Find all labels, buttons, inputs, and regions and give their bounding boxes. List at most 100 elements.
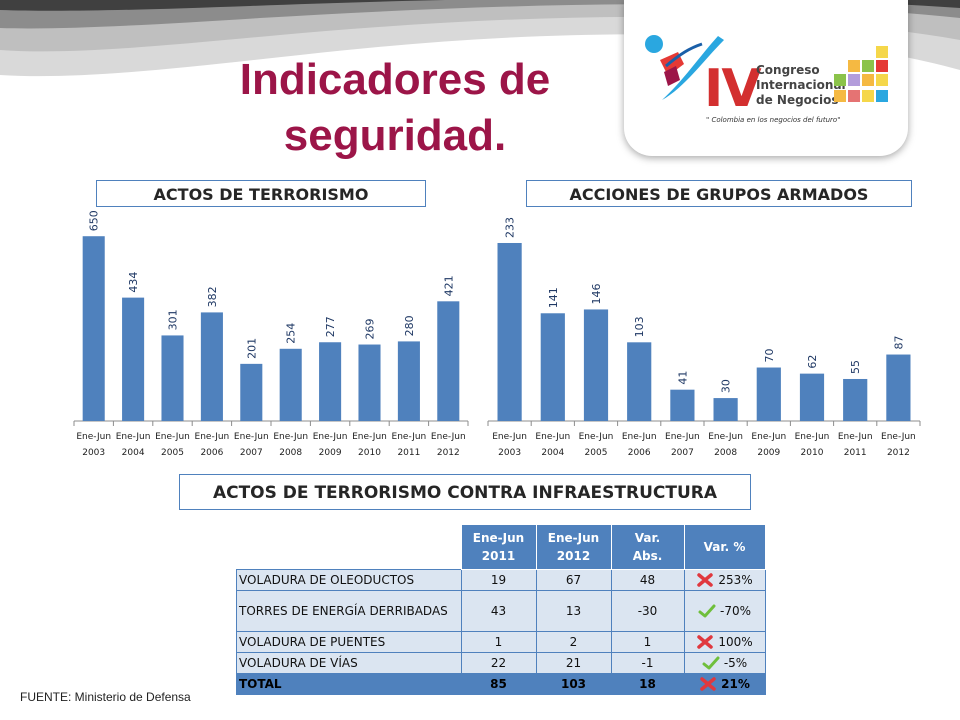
bar — [756, 367, 781, 421]
x-tick-label: 2011 — [397, 448, 420, 458]
infrastructure-table-body: VOLADURA DE OLEODUCTOS 19 67 48 253% TORRES D… — [236, 568, 766, 695]
logo-tagline: " Colombia en los negocios del futuro" — [706, 116, 840, 124]
x-tick-label: Ene-Jun — [392, 432, 427, 442]
x-tick-label: Ene-Jun — [76, 432, 111, 442]
col-header-2012-line1: Ene-Jun — [547, 530, 600, 545]
logo-line3: de Negocios — [756, 93, 839, 107]
logo-line1: Congreso — [756, 63, 820, 77]
red-cross-icon — [697, 572, 714, 587]
bar — [799, 373, 825, 421]
x-tick-label: Ene-Jun — [313, 432, 348, 442]
x-tick-label: Ene-Jun — [881, 432, 916, 442]
data-label: 103 — [633, 316, 646, 337]
bar — [122, 297, 145, 421]
data-label: 382 — [206, 286, 219, 307]
x-tick-label: 2006 — [200, 448, 223, 458]
row-category: VOLADURA DE VÍAS — [236, 651, 462, 674]
bar — [82, 236, 105, 421]
x-tick-label: Ene-Jun — [431, 432, 466, 442]
logo-line2: Internacional — [756, 78, 846, 92]
data-label: 41 — [676, 371, 689, 385]
table-row: VOLADURA DE PUENTES 1 2 1 100% — [236, 630, 766, 653]
col-header-abs-line1: Var. — [634, 530, 661, 545]
cell-v2012: 103 — [535, 672, 612, 695]
row-category: VOLADURA DE OLEODUCTOS — [236, 568, 462, 591]
cell-pct: -5% — [683, 651, 766, 674]
data-label: 62 — [806, 355, 819, 369]
source-note: FUENTE: Ministerio de Defensa — [20, 690, 191, 704]
data-label: 434 — [127, 272, 140, 293]
x-tick-label: Ene-Jun — [795, 432, 830, 442]
cell-pct: 100% — [683, 630, 766, 653]
x-tick-label: 2003 — [498, 448, 521, 458]
x-tick-label: Ene-Jun — [665, 432, 700, 442]
x-tick-label: 2007 — [240, 448, 263, 458]
pct-value: 100% — [718, 634, 753, 649]
x-tick-label: 2003 — [82, 448, 105, 458]
data-label: 55 — [849, 360, 862, 374]
cell-v2012: 21 — [535, 651, 612, 674]
x-tick-label: Ene-Jun — [708, 432, 743, 442]
data-label: 141 — [547, 287, 560, 308]
cell-v2012: 67 — [535, 568, 612, 591]
bar — [279, 348, 302, 421]
col-header-abs-line2: Abs. — [632, 548, 663, 563]
x-tick-label: 2005 — [585, 448, 608, 458]
data-label: 233 — [504, 217, 517, 238]
pct-wrap: 253% — [689, 573, 761, 587]
table-title: ACTOS DE TERRORISMO CONTRA INFRAESTRUCTU… — [179, 474, 751, 510]
bar — [397, 341, 420, 421]
bar — [627, 342, 652, 421]
pct-value: 253% — [718, 572, 753, 587]
col-header-2012-line2: 2012 — [556, 548, 591, 563]
cell-abs: 1 — [610, 630, 685, 653]
data-label: 301 — [167, 309, 180, 330]
cell-abs: 48 — [610, 568, 685, 591]
data-label: 30 — [720, 379, 733, 393]
cell-v2011: 22 — [460, 651, 537, 674]
green-check-icon — [702, 656, 720, 669]
chart1-title: ACTOS DE TERRORISMO — [96, 180, 426, 207]
pct-value: -70% — [719, 603, 751, 618]
x-tick-label: 2008 — [279, 448, 302, 458]
bar — [540, 313, 565, 421]
x-tick-label: Ene-Jun — [155, 432, 190, 442]
col-header-pct: Var. % — [683, 524, 766, 570]
x-tick-label: Ene-Jun — [838, 432, 873, 442]
pct-wrap: 100% — [689, 635, 761, 649]
cell-v2012: 13 — [535, 589, 612, 632]
x-tick-label: 2007 — [671, 448, 694, 458]
congress-logo: IV Congreso Internacional de Negocios " … — [645, 35, 888, 124]
x-tick-label: 2005 — [161, 448, 184, 458]
x-tick-label: 2004 — [541, 448, 564, 458]
x-tick-label: 2012 — [887, 448, 910, 458]
x-tick-label: 2006 — [628, 448, 651, 458]
bar — [200, 312, 223, 421]
data-label: 280 — [403, 315, 416, 336]
data-label: 254 — [285, 323, 298, 344]
x-tick-label: 2010 — [358, 448, 381, 458]
table-total-row: TOTAL 85 103 18 21% — [236, 672, 766, 695]
logo-card: IV Congreso Internacional de Negocios " … — [624, 0, 908, 156]
table-row: VOLADURA DE OLEODUCTOS 19 67 48 253% — [236, 568, 766, 591]
bar — [497, 242, 522, 421]
bar — [437, 301, 460, 421]
x-tick-label: Ene-Jun — [579, 432, 614, 442]
bar — [670, 389, 695, 421]
pct-value: -5% — [723, 655, 748, 670]
x-tick-label: Ene-Jun — [751, 432, 786, 442]
x-tick-label: Ene-Jun — [352, 432, 387, 442]
x-tick-label: Ene-Jun — [622, 432, 657, 442]
data-label: 650 — [88, 210, 101, 231]
bar — [161, 335, 184, 421]
x-tick-label: Ene-Jun — [535, 432, 570, 442]
pct-value: 21% — [721, 676, 750, 691]
x-tick-label: Ene-Jun — [234, 432, 269, 442]
row-category: TORRES DE ENERGÍA DERRIBADAS — [236, 589, 462, 632]
cell-abs: -1 — [610, 651, 685, 674]
table-header-row: Ene-Jun 2011 Ene-Jun 2012 Var. Abs. Var. % — [237, 524, 766, 570]
bar — [583, 309, 609, 421]
pct-wrap: -70% — [689, 604, 761, 618]
bar — [319, 342, 342, 421]
slide-title: Indicadores de seguridad. — [239, 55, 551, 160]
